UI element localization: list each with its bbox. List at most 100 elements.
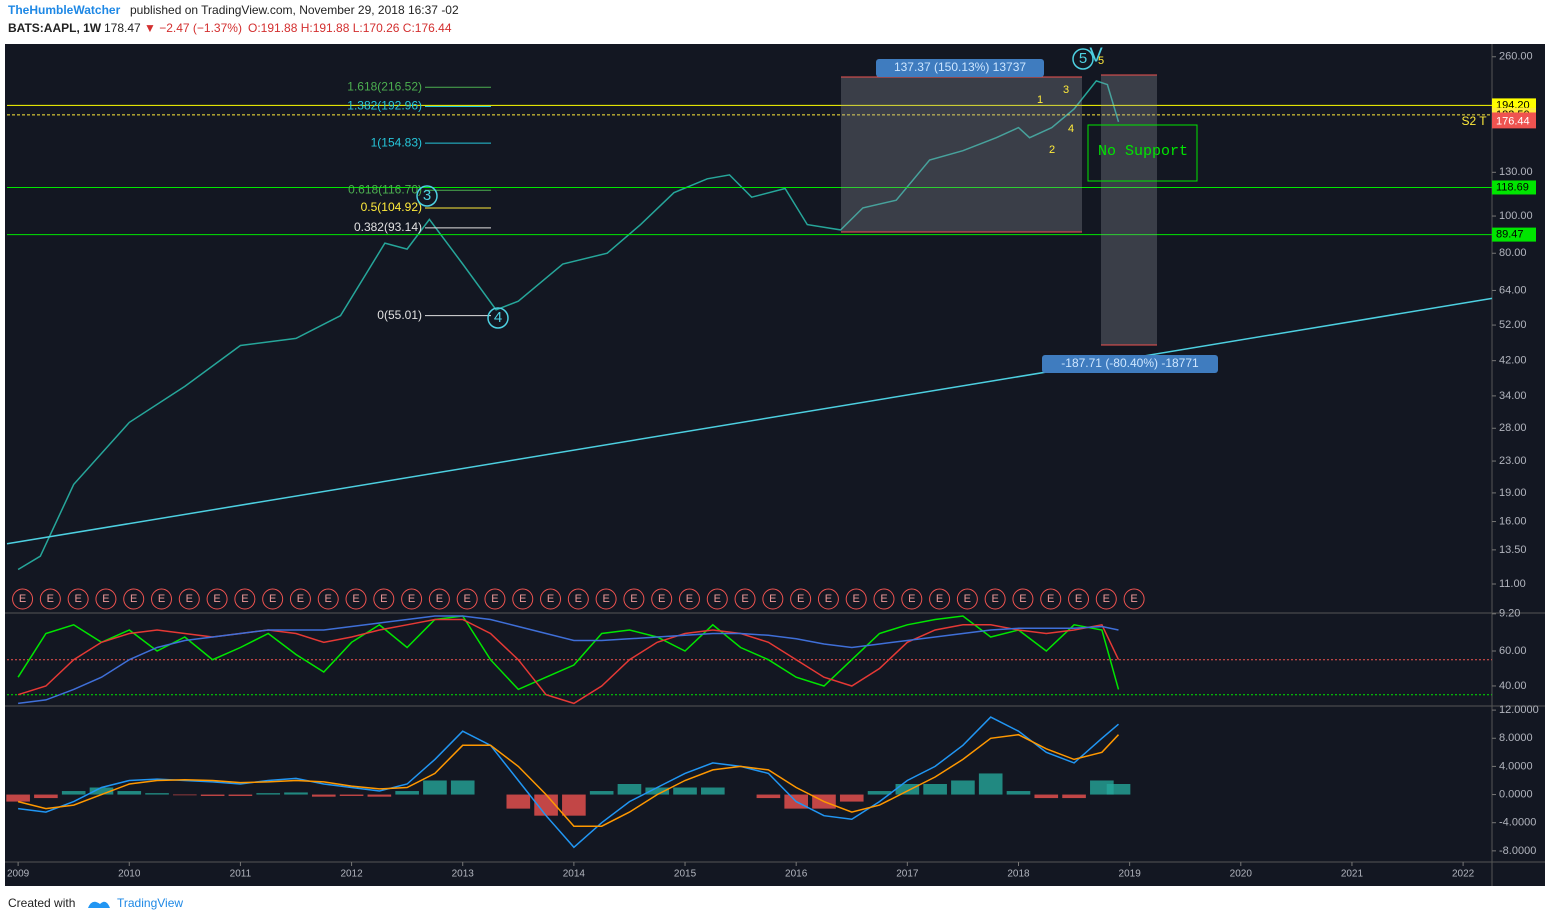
- earnings-label: E: [408, 593, 415, 605]
- earnings-marker: [1123, 588, 1145, 610]
- no-support-box: [1087, 124, 1198, 182]
- series-line: [17, 80, 1120, 571]
- fib-label: 0.618(116.70): [348, 182, 422, 196]
- earnings-marker: [345, 588, 367, 610]
- y-tick-label: 12.0000: [1499, 704, 1539, 716]
- earnings-marker: [790, 588, 812, 610]
- histogram-bar: [367, 794, 392, 797]
- histogram-bar: [1062, 794, 1086, 799]
- histogram-bar: [978, 773, 1003, 795]
- series-line: [17, 733, 1120, 827]
- histogram-bar: [117, 791, 142, 795]
- earnings-label: E: [464, 593, 471, 605]
- histogram-bar: [61, 791, 86, 795]
- y-tick-label: 34.00: [1499, 390, 1527, 402]
- earnings-marker: [984, 588, 1006, 610]
- x-tick-label: 2009: [7, 869, 30, 880]
- earnings-marker: [262, 588, 284, 610]
- earnings-marker: [845, 588, 867, 610]
- x-tick-label: 2019: [1119, 869, 1142, 880]
- tv-logo: [88, 901, 110, 908]
- earnings-marker: [95, 588, 117, 610]
- earnings-label: E: [19, 593, 26, 605]
- earnings-label: E: [241, 593, 248, 605]
- symbol: BATS:AAPL, 1W: [8, 21, 102, 35]
- y-tick-label: 0.0000: [1499, 788, 1533, 800]
- histogram-bar: [145, 793, 169, 795]
- earnings-marker: [623, 588, 645, 610]
- author[interactable]: TheHumbleWatcher: [8, 3, 121, 17]
- histogram-bar: [673, 787, 697, 795]
- earnings-label: E: [714, 593, 721, 605]
- histogram-bar: [645, 787, 670, 795]
- earnings-label: E: [1019, 593, 1026, 605]
- measure-label-bg: [876, 59, 1044, 77]
- earnings-label: E: [102, 593, 109, 605]
- earnings-label: E: [547, 593, 554, 605]
- earnings-marker: [901, 588, 923, 610]
- wave-label: 3: [423, 187, 431, 204]
- series-line: [17, 618, 1120, 705]
- earnings-label: E: [158, 593, 165, 605]
- histogram-bar: [701, 787, 725, 795]
- histogram-bar: [311, 794, 336, 797]
- earnings-marker: [234, 588, 256, 610]
- earnings-marker: [1040, 588, 1062, 610]
- y-tick-label: 130.00: [1499, 166, 1533, 178]
- y-tick-label: 11.00: [1499, 578, 1526, 590]
- footer-brand[interactable]: TradingView: [117, 896, 183, 910]
- histogram-bar: [617, 784, 642, 795]
- earnings-marker: [512, 588, 534, 610]
- earnings-label: E: [825, 593, 832, 605]
- x-tick-label: 2018: [1007, 869, 1030, 880]
- wave-label: 5: [1079, 50, 1087, 67]
- histogram-bar: [951, 780, 975, 795]
- earnings-marker: [956, 588, 978, 610]
- x-tick-label: 2020: [1230, 869, 1253, 880]
- y-tick-label: -4.0000: [1499, 817, 1536, 829]
- wave-label: No Support: [1098, 143, 1188, 160]
- earnings-label: E: [964, 593, 971, 605]
- fib-label: 0.5(104.92): [361, 200, 422, 214]
- earnings-label: E: [1075, 593, 1082, 605]
- histogram-bar: [339, 794, 364, 796]
- x-tick-label: 2016: [785, 869, 808, 880]
- earnings-label: E: [1047, 593, 1054, 605]
- price-label: 89.47: [1496, 229, 1524, 241]
- measure-label-bg: [1042, 355, 1218, 373]
- y-tick-label: 4.0000: [1499, 760, 1533, 772]
- histogram-bar: [423, 780, 447, 795]
- earnings-label: E: [602, 593, 609, 605]
- wave-label: 4: [1068, 123, 1074, 135]
- fib-label: 1.382(192.96): [347, 99, 422, 113]
- measure-box: [1101, 75, 1157, 345]
- histogram-bar: [284, 792, 308, 795]
- wave-circle: [1072, 48, 1094, 70]
- series-line: [18, 615, 1119, 705]
- fib-label: 1(154.83): [371, 135, 422, 149]
- y-tick-label: 260.00: [1499, 51, 1533, 63]
- histogram-bar: [756, 794, 781, 799]
- earnings-label: E: [297, 593, 304, 605]
- earnings-marker: [373, 588, 395, 610]
- x-tick-label: 2015: [674, 869, 697, 880]
- x-tick-label: 2012: [340, 869, 363, 880]
- earnings-marker: [178, 588, 200, 610]
- histogram-bar: [228, 794, 253, 796]
- earnings-marker: [651, 588, 673, 610]
- earnings-label: E: [936, 593, 943, 605]
- y-tick-label: 8.0000: [1499, 732, 1533, 744]
- earnings-marker: [567, 588, 589, 610]
- earnings-label: E: [1103, 593, 1110, 605]
- earnings-label: E: [74, 593, 81, 605]
- series-line: [17, 615, 1120, 691]
- earnings-marker: [873, 588, 895, 610]
- earnings-label: E: [769, 593, 776, 605]
- histogram-bar: [923, 784, 947, 795]
- earnings-label: E: [352, 593, 359, 605]
- earnings-marker: [929, 588, 951, 610]
- last-price: 178.47: [104, 21, 141, 35]
- histogram-bar: [1006, 791, 1031, 795]
- y-tick-label: 80.00: [1499, 247, 1527, 259]
- histogram-bar: [256, 793, 281, 795]
